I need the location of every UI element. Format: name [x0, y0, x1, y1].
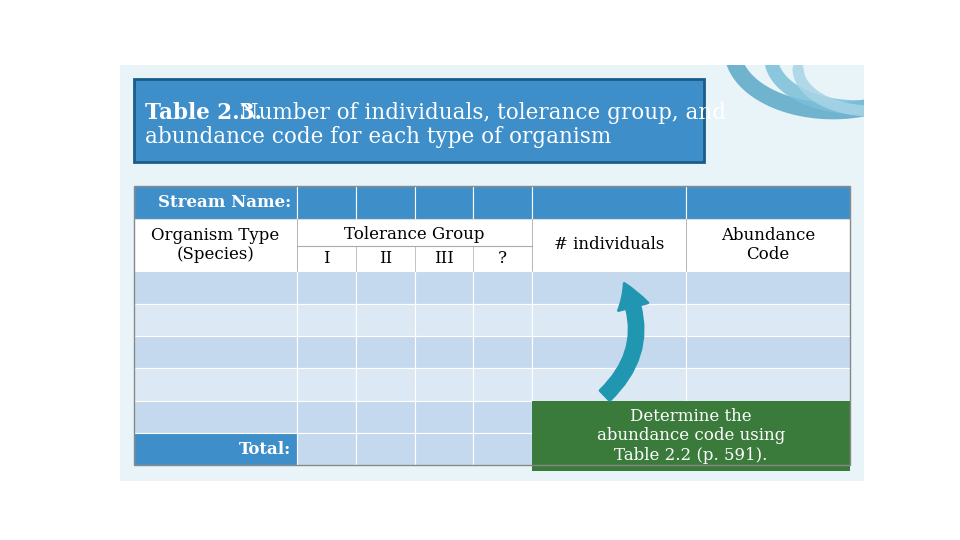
Bar	[686, 303, 850, 336]
Text: abundance code for each type of organism: abundance code for each type of organism	[145, 126, 612, 149]
Bar	[415, 303, 473, 336]
Text: II: II	[378, 249, 392, 267]
Bar	[356, 303, 415, 336]
Bar	[415, 433, 473, 465]
Bar	[298, 401, 356, 433]
Bar	[298, 271, 356, 303]
Bar	[473, 186, 532, 219]
Bar	[532, 401, 686, 433]
Bar	[356, 368, 415, 401]
Bar	[415, 368, 473, 401]
Bar	[298, 303, 356, 336]
Bar	[532, 368, 686, 401]
Bar	[686, 401, 850, 433]
Bar	[298, 219, 532, 271]
Bar	[134, 186, 298, 219]
Text: Determine the
abundance code using
Table 2.2 (p. 591).: Determine the abundance code using Table…	[597, 408, 785, 464]
Bar	[686, 336, 850, 368]
Bar	[473, 303, 532, 336]
Bar	[532, 401, 850, 471]
Bar	[134, 336, 298, 368]
Bar	[473, 336, 532, 368]
Text: Organism Type
(Species): Organism Type (Species)	[152, 227, 279, 264]
Bar	[532, 336, 686, 368]
Text: Table 2.3.: Table 2.3.	[145, 102, 262, 124]
Bar	[686, 219, 850, 271]
Bar	[298, 186, 356, 219]
Bar	[415, 271, 473, 303]
Bar	[473, 271, 532, 303]
Bar	[134, 79, 704, 162]
Text: Tolerance Group: Tolerance Group	[345, 226, 485, 243]
Bar	[134, 368, 298, 401]
Bar	[134, 303, 298, 336]
FancyArrowPatch shape	[600, 284, 648, 401]
Bar	[473, 433, 532, 465]
Bar	[532, 271, 686, 303]
Bar	[356, 271, 415, 303]
Bar	[473, 368, 532, 401]
Bar	[532, 433, 686, 465]
Polygon shape	[120, 65, 864, 481]
Bar	[356, 336, 415, 368]
Bar	[298, 433, 356, 465]
Text: # individuals: # individuals	[554, 237, 664, 253]
Text: ?: ?	[498, 249, 507, 267]
Bar	[134, 186, 850, 465]
Text: III: III	[434, 249, 454, 267]
Bar	[686, 271, 850, 303]
Text: Number of individuals, tolerance group, and: Number of individuals, tolerance group, …	[227, 102, 726, 124]
Bar	[356, 401, 415, 433]
Bar	[356, 433, 415, 465]
Text: Abundance
Code: Abundance Code	[721, 227, 815, 264]
Bar	[686, 433, 850, 465]
Bar	[134, 401, 298, 433]
Bar	[134, 271, 298, 303]
Text: Stream Name:: Stream Name:	[157, 194, 291, 211]
Bar	[686, 368, 850, 401]
Bar	[415, 401, 473, 433]
Bar	[134, 433, 298, 465]
Text: I: I	[324, 249, 330, 267]
Bar	[473, 401, 532, 433]
Bar	[532, 186, 686, 219]
Bar	[415, 336, 473, 368]
Bar	[298, 368, 356, 401]
Bar	[134, 219, 298, 271]
Bar	[415, 186, 473, 219]
Bar	[532, 303, 686, 336]
Bar	[532, 219, 686, 271]
Text: Total:: Total:	[239, 441, 291, 457]
Bar	[298, 336, 356, 368]
Bar	[686, 186, 850, 219]
Bar	[356, 186, 415, 219]
